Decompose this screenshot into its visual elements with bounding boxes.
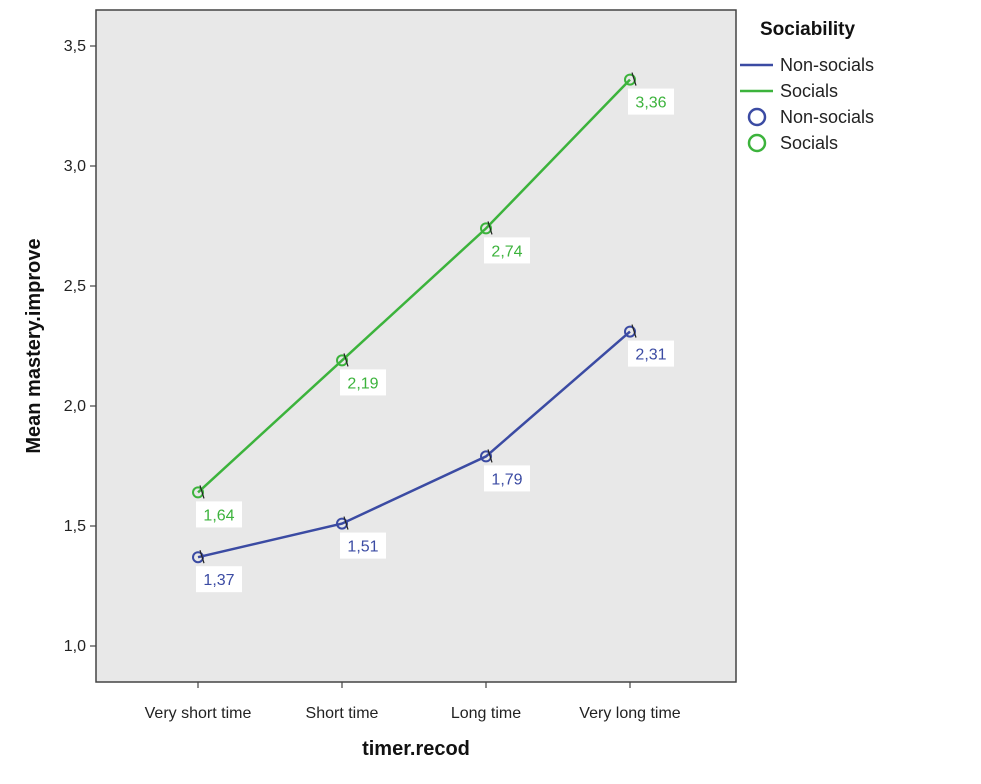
data-point: [336, 354, 348, 367]
y-axis: 1,0 1,5 2,0 2,5 3,0 3,5: [64, 38, 96, 655]
data-label: 2,31: [635, 347, 666, 364]
data-point: [624, 73, 636, 86]
data-point: [192, 551, 204, 564]
data-point: [336, 517, 348, 530]
data-label-layer: 1,37 1,51 1,79 2,31 1,64 2,19 2,74 3,36: [196, 72, 674, 593]
data-label: 1,64: [203, 507, 234, 524]
legend-label: Non-socials: [780, 107, 874, 127]
data-label-box: [628, 88, 674, 115]
y-axis-title: Mean mastery.improve: [23, 238, 45, 453]
label-pointer: [199, 485, 205, 499]
label-pointer: [487, 449, 493, 463]
legend-title: Sociability: [760, 19, 855, 40]
y-tick-label: 2,0: [64, 398, 86, 415]
x-tick-label: Short time: [306, 705, 379, 722]
data-label: 2,19: [347, 375, 378, 392]
data-point: [480, 450, 492, 463]
label-pointer: [487, 221, 493, 235]
data-label-box: [340, 532, 386, 559]
data-label-box: [484, 465, 530, 492]
data-label-box: [196, 501, 242, 528]
legend: Sociability Non-socials Socials Non-social…: [740, 19, 874, 153]
series-line: [197, 330, 631, 559]
label-pointer: [631, 72, 637, 86]
data-label: 1,79: [491, 471, 522, 488]
data-label: 1,37: [203, 572, 234, 589]
label-pointer: [199, 550, 205, 564]
data-label: 3,36: [635, 95, 666, 112]
data-label: 1,51: [347, 539, 378, 556]
y-tick-label: 3,0: [64, 158, 86, 175]
data-label-box: [196, 566, 242, 593]
series-line: [197, 78, 631, 494]
label-pointer: [631, 324, 637, 338]
label-pointer: [343, 516, 349, 530]
legend-circle-swatch: [747, 107, 767, 127]
x-tick-label: Very short time: [145, 705, 252, 722]
data-label-box: [340, 369, 386, 396]
legend-label: Socials: [780, 133, 838, 153]
x-tick-label: Long time: [451, 705, 521, 722]
data-label: 2,74: [491, 243, 522, 260]
x-axis: Very short time Short time Long time Very l…: [145, 682, 681, 722]
series-layer: [192, 73, 636, 564]
data-point: [480, 222, 492, 235]
legend-label: Non-socials: [780, 55, 874, 75]
data-label-box: [484, 237, 530, 264]
y-tick-label: 3,5: [64, 38, 86, 55]
x-axis-title: timer.recod: [362, 738, 470, 760]
x-tick-label: Very long time: [579, 705, 680, 722]
label-pointer: [343, 353, 349, 367]
y-tick-label: 2,5: [64, 278, 86, 295]
data-label-box: [628, 340, 674, 367]
y-tick-label: 1,5: [64, 518, 86, 535]
y-tick-label: 1,0: [64, 638, 86, 655]
data-point: [192, 486, 204, 499]
legend-circle-swatch: [747, 133, 767, 153]
data-point: [624, 325, 636, 338]
legend-label: Socials: [780, 81, 838, 101]
